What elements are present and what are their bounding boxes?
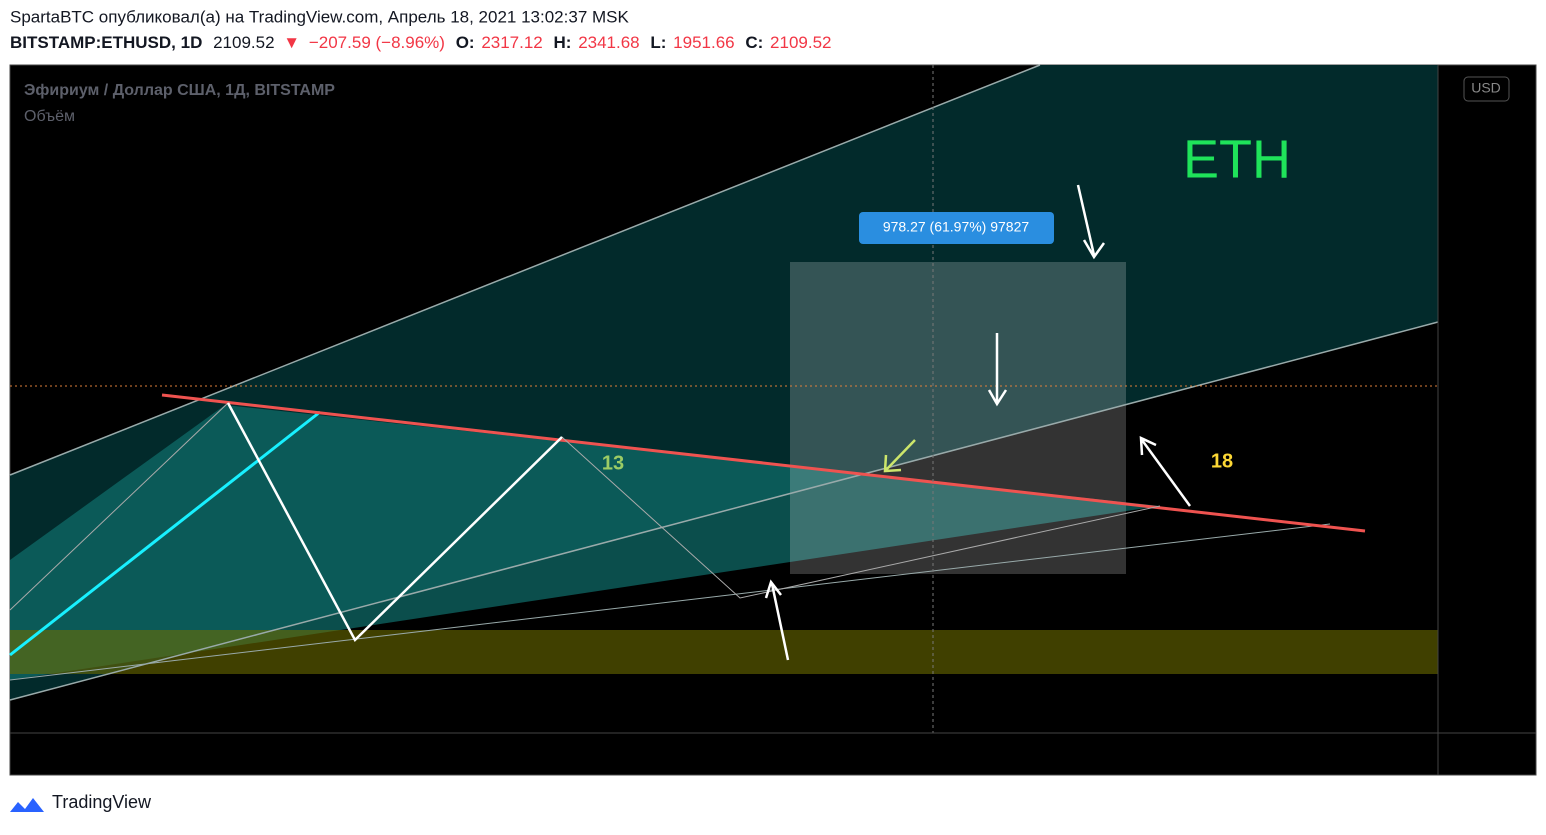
channel-top xyxy=(9,64,1041,476)
arrow xyxy=(883,439,916,473)
o: 2317.12 xyxy=(481,33,542,52)
publish-info: SpartaBTC опубликовал(а) на TradingView.… xyxy=(10,7,629,26)
eth-label: ETH xyxy=(1183,129,1291,189)
quote-line: BITSTAMP:ETHUSD, 1D 2109.52 ▼ −207.59 (−… xyxy=(10,33,831,52)
currency-box[interactable] xyxy=(1463,76,1510,102)
arrow: ▼ xyxy=(283,33,300,52)
l: 1951.66 xyxy=(673,33,734,52)
measure-text: 978.27 (61.97%) 97827 xyxy=(883,219,1030,235)
triangle-fill xyxy=(10,405,1160,680)
count-label: 18 xyxy=(1211,450,1233,472)
channel-bottom xyxy=(9,321,1439,701)
h-label: H: xyxy=(554,33,572,52)
l-label: L: xyxy=(650,33,666,52)
c-label: C: xyxy=(745,33,763,52)
support-line xyxy=(9,523,1331,681)
o-label: O: xyxy=(456,33,475,52)
resistance-line xyxy=(161,393,1366,533)
arrow xyxy=(764,579,790,661)
arrow xyxy=(987,333,1008,407)
logo: TradingView xyxy=(10,792,152,812)
arrow xyxy=(1139,435,1192,507)
zigzag xyxy=(226,402,563,643)
measure-box xyxy=(790,262,1126,574)
c: 2109.52 xyxy=(770,33,831,52)
cyan-line xyxy=(9,410,321,657)
arrow xyxy=(1076,184,1106,260)
measure-tag xyxy=(859,212,1054,244)
legend-title: Эфириум / Доллар США, 1Д, BITSTAMP xyxy=(24,82,335,99)
currency: USD xyxy=(1471,80,1501,96)
count-label: 13 xyxy=(602,452,624,474)
logo-icon xyxy=(10,798,44,812)
plot xyxy=(10,65,1438,700)
brand: TradingView xyxy=(52,792,152,812)
drawings xyxy=(9,64,1439,733)
change: −207.59 (−8.96%) xyxy=(309,33,445,52)
support-zone xyxy=(10,630,1438,674)
last: 2109.52 xyxy=(213,33,274,52)
h: 2341.68 xyxy=(578,33,639,52)
legend-volume: Объём xyxy=(24,108,75,125)
symbol: BITSTAMP:ETHUSD, 1D xyxy=(10,33,202,52)
